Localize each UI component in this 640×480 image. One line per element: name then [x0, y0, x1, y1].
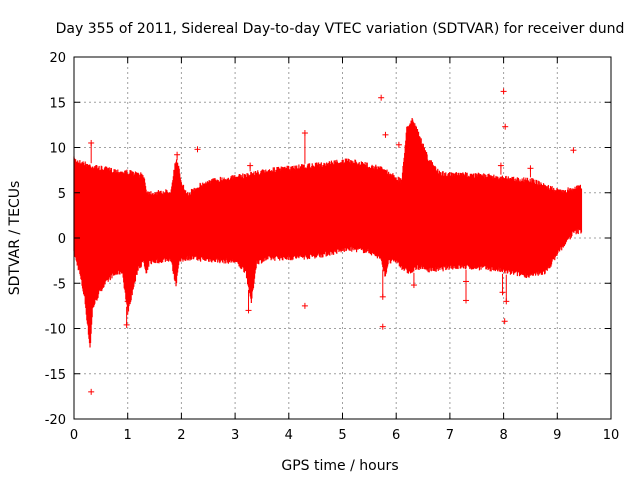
outlier-point [502, 123, 509, 130]
x-tick-label: 5 [338, 428, 346, 443]
y-tick-label: 5 [58, 187, 66, 202]
chart-title: Day 355 of 2011, Sidereal Day-to-day VTE… [56, 21, 625, 37]
x-tick-label: 8 [499, 428, 507, 443]
outlier-point [570, 147, 577, 154]
outlier-point [378, 94, 385, 101]
outlier-point [88, 388, 95, 395]
ticks: 0 1 2 3 4 5 6 7 8 9 10 20 15 10 5 0 -5 -10 -15 -20 [45, 51, 620, 443]
x-tick-label: 3 [231, 428, 239, 443]
x-tick-label: 0 [70, 428, 78, 443]
outlier-point [194, 146, 201, 153]
x-tick-label: 2 [177, 428, 185, 443]
y-tick-label: 15 [49, 96, 66, 111]
x-axis-title: GPS time / hours [281, 458, 398, 474]
x-tick-label: 4 [285, 428, 293, 443]
x-tick-label: 10 [603, 428, 620, 443]
y-tick-label: -20 [45, 413, 66, 428]
outlier-point [500, 88, 507, 95]
outlier-point [501, 318, 508, 325]
y-tick-label: 10 [49, 142, 66, 157]
y-tick-label: 0 [58, 232, 66, 247]
outlier-point [395, 141, 402, 148]
outlier-point [382, 131, 389, 138]
x-tick-label: 1 [124, 428, 132, 443]
outlier-point [301, 302, 308, 309]
y-axis-title: SDTVAR / TECUs [7, 181, 23, 296]
y-tick-label: -10 [45, 323, 66, 338]
y-tick-label: -15 [45, 368, 66, 383]
x-tick-label: 6 [392, 428, 400, 443]
y-tick-label: 20 [49, 51, 66, 66]
data-series [73, 88, 583, 395]
outlier-point [379, 323, 386, 330]
x-tick-label: 7 [446, 428, 454, 443]
x-tick-label: 9 [553, 428, 561, 443]
y-tick-label: -5 [53, 277, 66, 292]
